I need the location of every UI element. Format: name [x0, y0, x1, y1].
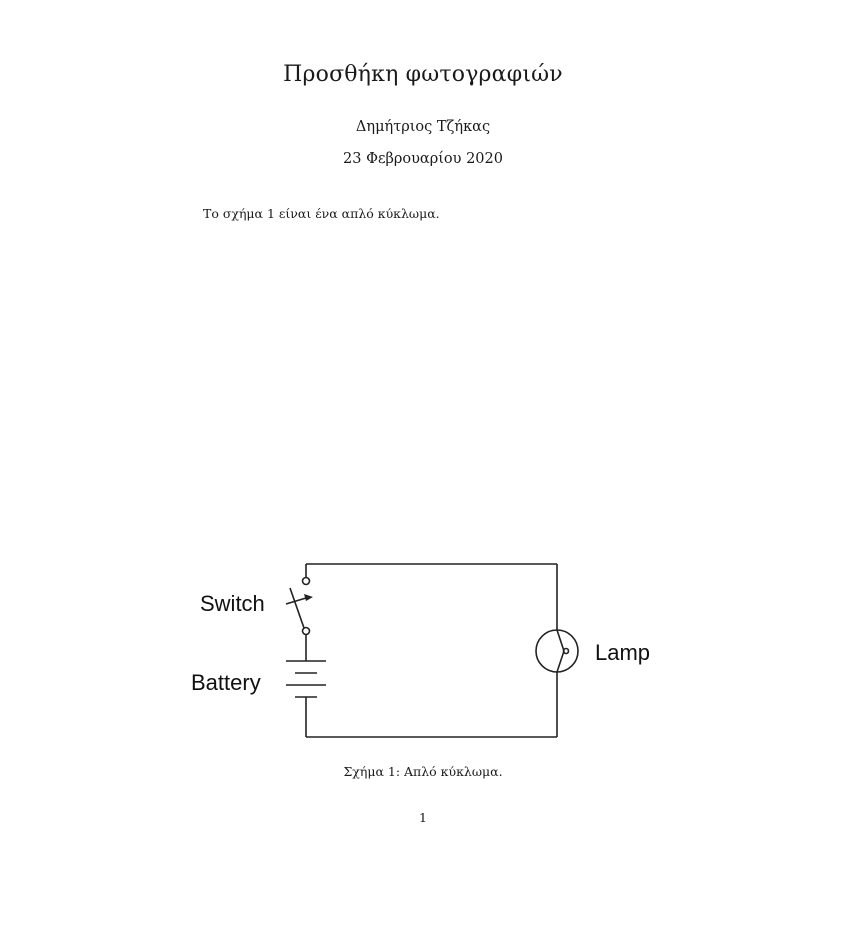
lamp-circle	[535, 629, 579, 673]
lamp-filament-dot	[562, 647, 570, 655]
switch-contact-bottom	[301, 626, 311, 636]
document-date: 23 Φεβρουαρίου 2020	[343, 151, 503, 167]
circuit-figure: Switch Battery Lamp	[180, 548, 670, 753]
switch-arrow-line	[285, 597, 307, 605]
body-paragraph: Το σχήμα 1 είναι ένα απλό κύκλωμα.	[203, 206, 440, 221]
label-lamp: Lamp	[595, 640, 650, 665]
label-battery: Battery	[191, 670, 261, 695]
page-number: 1	[419, 810, 427, 825]
document-author: Δημήτριος Τζήκας	[355, 119, 491, 135]
circuit-diagram: Switch Battery Lamp	[191, 563, 650, 738]
figure-caption: Σχήμα 1: Απλό κύκλωμα.	[343, 764, 503, 779]
label-switch: Switch	[200, 591, 265, 616]
switch-blade	[289, 587, 305, 629]
switch-contact-top	[301, 576, 311, 586]
switch-arrow-head	[304, 594, 313, 601]
document-title: Προσθήκη φωτογραφιών	[283, 62, 563, 87]
